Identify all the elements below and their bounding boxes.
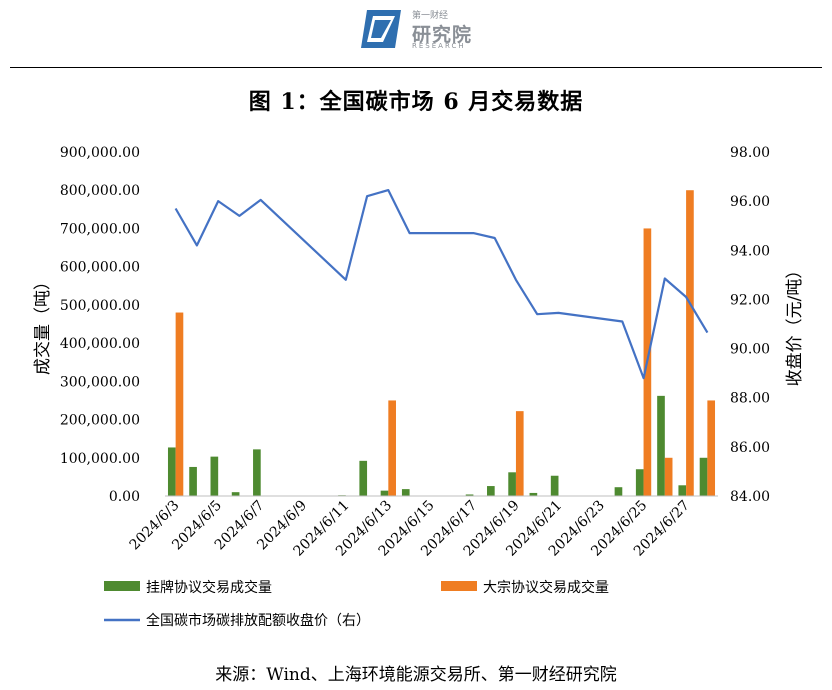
legend-label-block: 大宗协议交易成交量 xyxy=(483,579,609,596)
y-left-tick-label: 900,000.00 xyxy=(60,145,140,161)
y-left-tick-label: 600,000.00 xyxy=(60,260,140,276)
logo-text: 研究院 xyxy=(412,24,473,46)
y-left-tick-label: 700,000.00 xyxy=(60,221,140,237)
bar-listed-volume xyxy=(359,460,368,496)
logo-top-text: 第一财经 xyxy=(412,11,449,21)
y-right-axis-title: 收盘价（元/吨） xyxy=(785,262,805,387)
bar-listed-volume xyxy=(401,489,410,496)
y-right-tick-label: 86.00 xyxy=(730,440,770,456)
y-left-tick-label: 100,000.00 xyxy=(60,451,140,467)
y-left-tick-label: 400,000.00 xyxy=(60,336,140,352)
y-right-tick-label: 98.00 xyxy=(730,145,770,161)
bar-block-volume xyxy=(707,400,716,496)
bar-listed-volume xyxy=(167,447,176,496)
bar-listed-volume xyxy=(614,487,623,496)
bar-listed-volume xyxy=(210,456,219,496)
legend-label-price: 全国碳市场碳排放配额收盘价（右） xyxy=(146,612,370,629)
bar-listed-volume xyxy=(253,449,261,496)
legend-swatch-listed xyxy=(104,581,140,591)
source-note: 来源：Wind、上海环境能源交易所、第一财经研究院 xyxy=(215,665,617,685)
y-left-tick-label: 800,000.00 xyxy=(60,183,140,199)
legend-label-listed: 挂牌协议交易成交量 xyxy=(146,579,272,596)
bar-listed-volume xyxy=(529,492,538,496)
bar-listed-volume xyxy=(487,486,495,496)
bar-listed-volume xyxy=(231,492,240,496)
bar-block-volume xyxy=(515,411,524,496)
bar-block-volume xyxy=(686,190,694,496)
bar-block-volume xyxy=(388,400,396,496)
header-divider xyxy=(10,67,822,68)
bar-block-volume xyxy=(664,457,673,496)
bar-listed-volume xyxy=(635,469,644,496)
company-logo xyxy=(361,10,401,48)
bar-listed-volume xyxy=(189,466,197,496)
legend-swatch-block xyxy=(441,581,477,591)
y-left-axis-title: 成交量（吨） xyxy=(33,273,53,375)
figure-title: 图 1：全国碳市场 6 月交易数据 xyxy=(248,89,584,115)
y-left-tick-label: 300,000.00 xyxy=(60,374,140,390)
y-right-tick-label: 90.00 xyxy=(730,342,770,358)
y-left-tick-label: 0.00 xyxy=(109,489,140,505)
bar-listed-volume xyxy=(380,490,389,496)
y-left-tick-label: 500,000.00 xyxy=(60,298,140,314)
y-left-tick-label: 200,000.00 xyxy=(60,413,140,429)
bar-listed-volume xyxy=(699,457,708,496)
y-right-tick-label: 94.00 xyxy=(730,243,770,259)
bar-block-volume xyxy=(175,312,184,496)
y-right-tick-label: 84.00 xyxy=(730,489,770,505)
bar-listed-volume xyxy=(657,395,665,496)
combo-chart: 0.00 100,000.00 200,000.00 300,000.00 400,00… xyxy=(33,145,805,629)
y-right-tick-label: 92.00 xyxy=(730,292,770,308)
bar-listed-volume xyxy=(465,494,474,496)
logo-subtext: RESEARCH xyxy=(412,42,466,50)
bar-listed-volume xyxy=(508,472,516,496)
price-line xyxy=(174,189,709,380)
y-right-tick-label: 96.00 xyxy=(730,194,770,210)
y-right-tick-label: 88.00 xyxy=(730,391,770,407)
bar-listed-volume xyxy=(678,485,687,496)
bar-listed-volume xyxy=(550,475,559,496)
